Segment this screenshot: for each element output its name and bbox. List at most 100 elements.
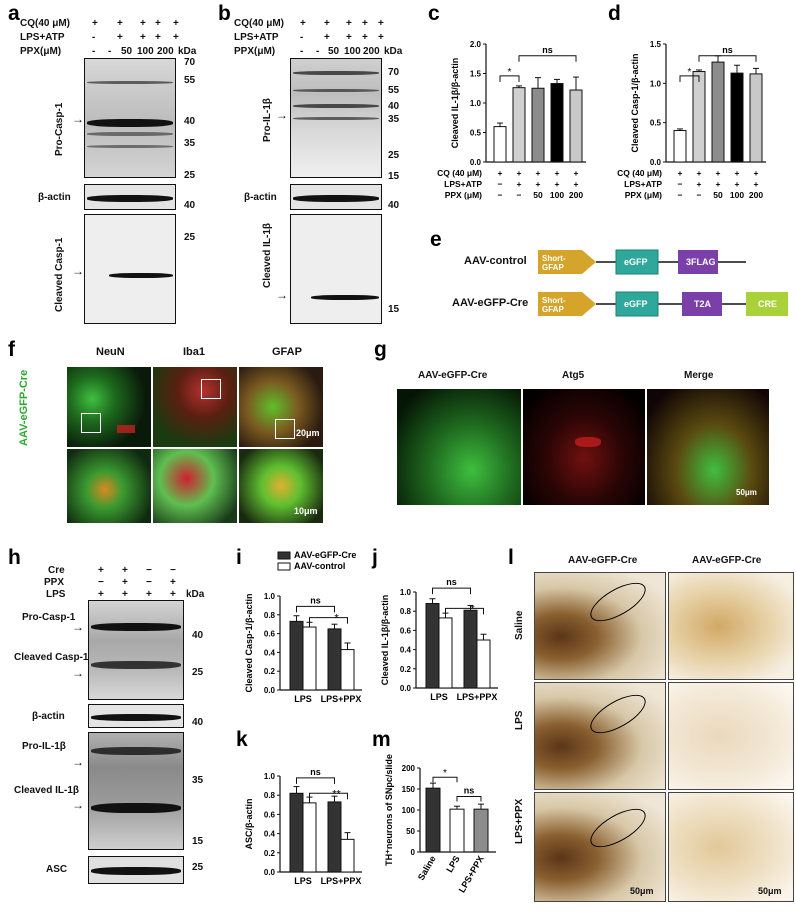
k-xlabel: LPS+PPX bbox=[321, 876, 362, 886]
j-ytick-label: 1.0 bbox=[400, 588, 412, 597]
h-sign-lps-3: + bbox=[146, 589, 152, 600]
b-blot-actin bbox=[290, 184, 382, 210]
h-sign-ppx-2: + bbox=[122, 577, 128, 588]
h-cre-label: Cre bbox=[48, 565, 65, 576]
a-sign-cq-3: + bbox=[140, 18, 146, 29]
h-blot-actin bbox=[88, 704, 184, 728]
k-ylabel: ASC/β-actin bbox=[244, 799, 254, 850]
b-sign-cq-1: + bbox=[300, 18, 306, 29]
c-sig-bracket-1 bbox=[499, 75, 520, 82]
a-sign-cq-4: + bbox=[155, 18, 161, 29]
b-ppx-label: PPX(μM) bbox=[234, 46, 276, 57]
i-bar bbox=[289, 620, 304, 691]
c-ytick-label: 0.0 bbox=[470, 158, 482, 167]
b-sign-lps-4: + bbox=[362, 32, 368, 43]
h-sign-ppx-1: − bbox=[98, 577, 104, 588]
d-row-sign: 50 bbox=[713, 190, 723, 200]
chart-c: 0.0 0.5 1.0 1.5 2.0 Cleaved IL-1β/β-actin * ns C… bbox=[437, 40, 586, 200]
k-ytick-label: 0.6 bbox=[264, 810, 276, 819]
m-ytick-label: 100 bbox=[402, 806, 416, 815]
j-bar bbox=[476, 639, 491, 689]
panel-letter-m: m bbox=[372, 728, 391, 751]
c-row-sign: + bbox=[517, 179, 522, 189]
m-bar bbox=[425, 787, 441, 853]
k-bar bbox=[340, 838, 355, 873]
panel-letter-a: a bbox=[8, 2, 20, 25]
d-row-sign: + bbox=[754, 179, 759, 189]
l-img-3-2 bbox=[668, 792, 794, 902]
m-ytick-label: 150 bbox=[402, 785, 416, 794]
d-row-sign: + bbox=[697, 179, 702, 189]
c-ytick-label: 0.5 bbox=[470, 129, 482, 138]
h-sign-cre-1: + bbox=[98, 565, 104, 576]
b-mw-70: 70 bbox=[388, 67, 400, 78]
panel-letter-h: h bbox=[8, 546, 21, 569]
m-xlabel: LPS bbox=[444, 854, 461, 874]
h-ppx-label: PPX bbox=[44, 577, 65, 588]
j-bar bbox=[425, 603, 440, 689]
k-ytick-label: 0.4 bbox=[264, 830, 276, 839]
h-blot-il1b bbox=[88, 732, 184, 850]
i-ytick-label: 0.4 bbox=[264, 648, 276, 657]
k-ytick-label: 0.0 bbox=[264, 868, 276, 877]
b-sign-cq-4: + bbox=[362, 18, 368, 29]
b-mw-40b: 40 bbox=[388, 200, 400, 211]
b-label-pro-il1b: Pro-IL-1β bbox=[262, 98, 273, 142]
b-mw-25: 25 bbox=[388, 150, 400, 161]
h-sign-ppx-4: + bbox=[170, 577, 176, 588]
h-arrow-0: → bbox=[72, 620, 84, 634]
b-arrow-bottom: → bbox=[276, 288, 288, 302]
l-row-lps: LPS bbox=[514, 710, 525, 730]
panel-letter-f: f bbox=[8, 338, 15, 361]
e-block-flag-1: 3FLAG bbox=[686, 257, 716, 267]
a-sign-lps-2: + bbox=[117, 32, 123, 43]
a-mw-55: 55 bbox=[184, 75, 196, 86]
l-row-lpsppx: LPS+PPX bbox=[514, 798, 525, 844]
i-legend-label: AAV-eGFP-Cre bbox=[294, 550, 356, 560]
k-bar bbox=[289, 792, 304, 873]
f-img-neun-zoom bbox=[66, 448, 152, 524]
c-row-sign: 50 bbox=[533, 190, 543, 200]
i-sig-bracket-2 bbox=[309, 617, 348, 624]
j-bar bbox=[463, 609, 478, 689]
m-bar bbox=[449, 808, 465, 853]
e-block-t2a-2: T2A bbox=[694, 299, 712, 309]
l-img-2-2 bbox=[668, 682, 794, 790]
d-row-sign: − bbox=[697, 190, 702, 200]
i-sig-1: ns bbox=[310, 595, 321, 605]
i-ylabel: Cleaved Casp-1/β-actin bbox=[244, 593, 254, 692]
h-blot-casp1 bbox=[88, 600, 184, 700]
h-mw-3: 35 bbox=[192, 775, 204, 786]
b-cq-label: CQ(40 μM) bbox=[234, 18, 285, 29]
d-bar bbox=[673, 130, 687, 163]
a-sign-cq-2: + bbox=[117, 18, 123, 29]
e-block-egfp-2: eGFP bbox=[624, 299, 648, 309]
i-ytick-label: 0.2 bbox=[264, 667, 276, 676]
i-bar bbox=[340, 649, 355, 691]
a-arrow-bottom: → bbox=[72, 264, 84, 278]
l-scale-2: 50μm bbox=[758, 886, 782, 896]
h-label-2: β-actin bbox=[32, 711, 65, 722]
d-row-label: PPX (μM) bbox=[625, 190, 662, 200]
b-sign-lps-5: + bbox=[378, 32, 384, 43]
b-mw-15b: 15 bbox=[388, 304, 400, 315]
j-ylabel: Cleaved IL-1β/β-actin bbox=[380, 595, 390, 686]
a-sign-ppx-1: - bbox=[92, 46, 96, 57]
f-side-label: AAV-eGFP-Cre bbox=[18, 369, 30, 446]
f-col-gfap: GFAP bbox=[272, 346, 302, 358]
b-sign-ppx-3: 50 bbox=[328, 46, 340, 57]
panel-letter-c: c bbox=[428, 2, 440, 25]
e-block-cre-2: CRE bbox=[758, 299, 778, 309]
a-mw-25b: 25 bbox=[184, 232, 196, 243]
f-img-gfap-zoom bbox=[238, 448, 324, 524]
c-ytick-label: 2.0 bbox=[470, 40, 482, 49]
g-img-atg5 bbox=[522, 388, 646, 506]
i-ytick-label: 1.0 bbox=[264, 592, 276, 601]
c-row-label: LPS+ATP bbox=[444, 179, 482, 189]
chart-j: 0.0 0.2 0.4 0.6 0.8 1.0 Cleaved IL-1β/β-actin L… bbox=[380, 577, 498, 702]
i-sig-bracket-1 bbox=[296, 605, 335, 613]
b-sign-ppx-1: - bbox=[300, 46, 304, 57]
c-row-label: PPX (μM) bbox=[445, 190, 482, 200]
h-arrow-1: → bbox=[72, 666, 84, 680]
f-img-neun-top bbox=[66, 366, 152, 448]
